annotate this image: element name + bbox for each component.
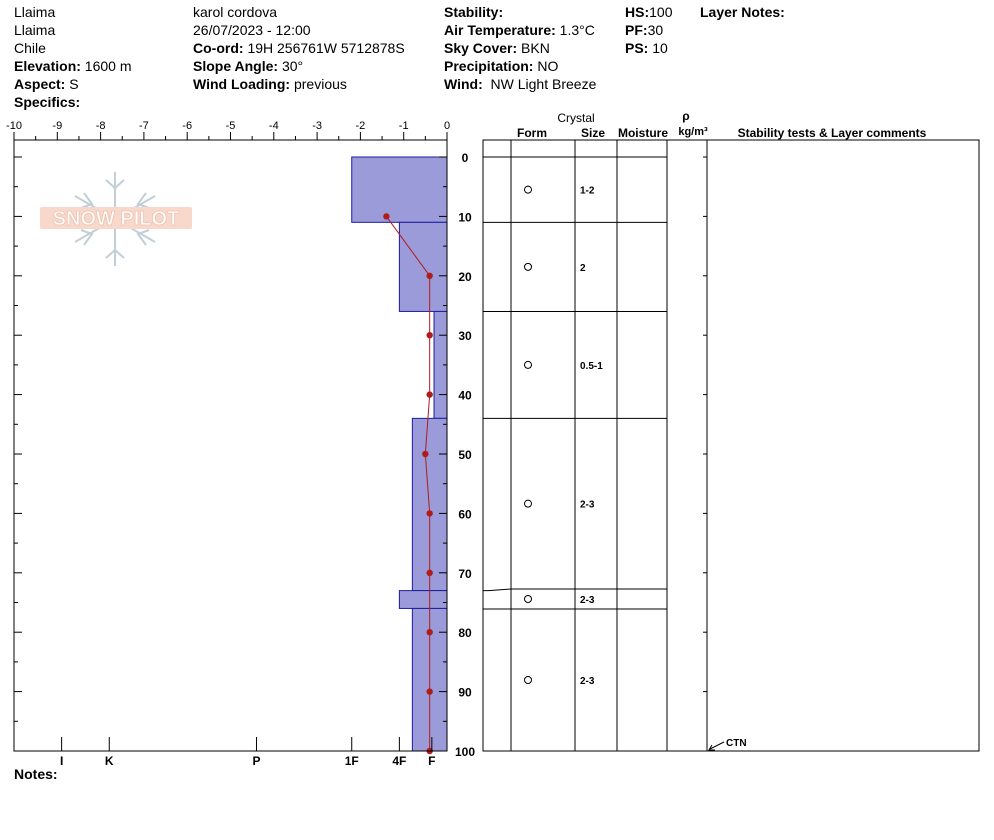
crystal-size: 2-3 [580,500,595,511]
hardness-label: P [252,754,260,768]
depth-tick-label: 80 [458,626,472,640]
ps: PS: 10 [625,40,668,56]
depth-info: HS:100 PF:30 PS: 10 [625,3,672,57]
crystal-size: 2-3 [580,676,595,687]
crystal-form-icon [524,595,532,603]
temp-tick-label: -5 [226,120,236,132]
hardness-label: 1F [345,754,359,768]
stability-test-arrow [708,744,715,751]
layer-connector [483,588,512,592]
depth-tick-label: 0 [462,151,469,165]
temperature-point [426,569,433,576]
plot-frame [13,139,448,752]
hardness-label: 4F [392,754,406,768]
temperature-line [385,216,431,751]
crystal-form-icon [524,499,532,508]
location-line-2: Llaima [14,22,56,38]
stability: Stability: [444,4,504,20]
crystal-size: 0.5-1 [580,361,603,372]
layer-notes: Layer Notes: [700,4,785,20]
observation-info: karol cordova 26/07/2023 - 12:00 Co-ord:… [193,3,405,93]
temp-tick-label: -3 [312,120,322,132]
wind-loading: Wind Loading: previous [193,76,347,92]
size-header: Size [581,126,605,140]
crystal-form-icon [524,262,532,271]
specifics: Specifics: [14,94,81,110]
aspect: Aspect: S [14,76,79,92]
temp-tick-label: -4 [269,120,279,132]
slope-angle: Slope Angle: 30° [193,58,304,74]
coordinates: Co-ord: 19H 256761W 5712878S [193,40,405,56]
temp-tick-label: 0 [444,120,450,132]
crystal-size: 2 [580,263,586,274]
depth-tick-label: 20 [458,270,472,284]
depth-tick-label: 50 [458,448,472,462]
temperature-point [383,213,390,220]
snow-pilot-logo: SNOW PILOT [40,172,192,266]
temperature-point [426,629,433,636]
temp-tick-label: -9 [52,120,62,132]
depth-tick-label: 90 [458,686,472,700]
stability-test-label: CTN [726,738,747,749]
moisture-header: Moisture [618,126,668,140]
depth-tick-label: 40 [458,389,472,403]
depth-tick-label: 60 [458,507,472,521]
observation-datetime: 26/07/2023 - 12:00 [193,22,311,38]
rho-header: ρ [682,109,689,123]
logo-band [40,207,192,229]
hardness-label: F [428,754,435,768]
temp-tick-label: -6 [182,120,192,132]
crystal-size: 2-3 [580,595,595,606]
temp-tick-label: -1 [399,120,409,132]
depth-tick-label: 30 [458,329,472,343]
hardness-label: I [60,754,63,768]
sky-cover: Sky Cover: BKN [444,40,550,56]
elevation: Elevation: 1600 m [14,58,132,74]
temperature-point [426,272,433,279]
crystal-header: Crystal [557,111,594,125]
hardness-label: K [105,754,114,768]
precipitation: Precipitation: NO [444,58,559,74]
temperature-point [426,332,433,339]
crystal-form-icon [524,360,532,369]
hs: HS:100 [625,4,673,20]
temperature-point [422,450,429,458]
temp-tick-label: -10 [6,120,22,132]
crystal-form-icon [524,185,532,194]
depth-tick-label: 70 [458,567,472,581]
form-header: Form [517,126,547,140]
hardness-bar [398,590,448,609]
temperature-point [426,688,433,695]
stability-header: Stability tests & Layer comments [738,126,927,140]
location-info: Llaima Llaima Chile Elevation: 1600 m As… [14,3,132,111]
observer-name: karol cordova [193,4,278,20]
stability-test-pointer [709,741,725,750]
depth-tick-label: 100 [455,745,475,759]
location-line-1: Llaima [14,4,56,20]
crystal-form-icon [524,676,532,684]
temp-tick-label: -7 [139,120,149,132]
temperature-point [426,391,433,398]
logo-text: SNOW PILOT [53,208,180,230]
temperature-point [426,510,433,517]
density-unit-header: kg/m³ [678,126,708,138]
layer-table-frame [482,139,980,752]
notes: Notes: [14,766,58,782]
wind: Wind: NW Light Breeze [444,76,597,92]
pf: PF:30 [625,22,664,38]
conditions-info: Stability: Air Temperature: 1.3°C Sky Co… [444,3,596,93]
location-line-3: Chile [14,40,46,56]
temp-tick-label: -2 [356,120,366,132]
depth-tick-label: 10 [458,210,472,224]
temp-tick-label: -8 [96,120,106,132]
hardness-bar [351,156,448,223]
crystal-size: 1-2 [580,186,595,197]
air-temperature: Air Temperature: 1.3°C [444,22,595,38]
hardness-bar [398,221,448,312]
